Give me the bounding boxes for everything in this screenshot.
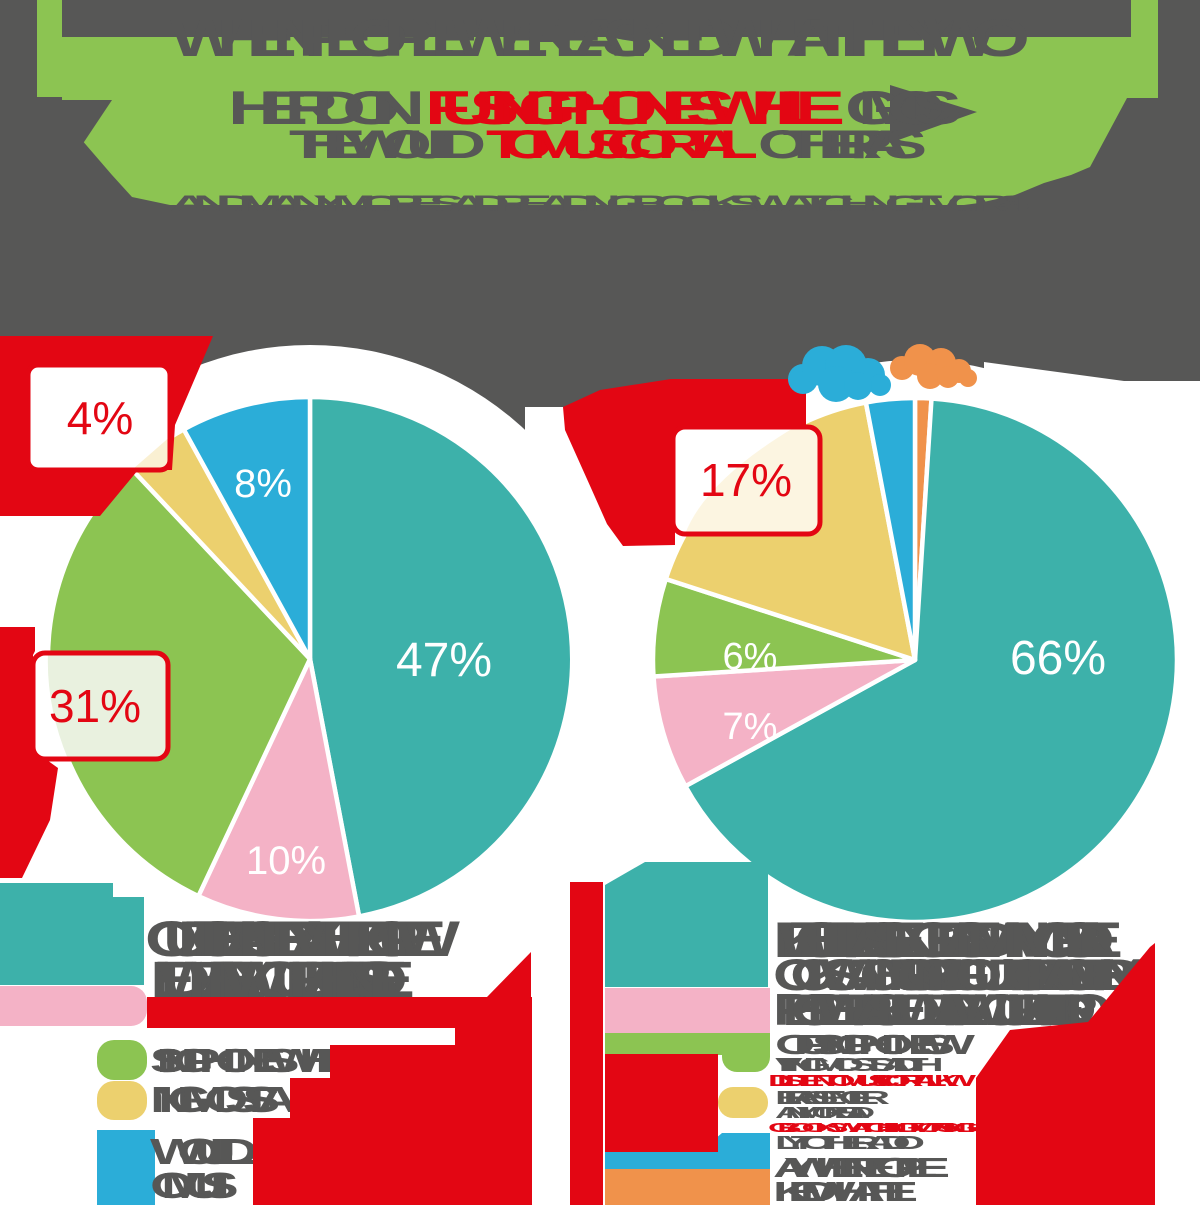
svg-text:LK WITH OTHER PASSENGERS AND M: LK WITH OTHER PASSENGERS AND MANY MORE S… <box>773 912 1123 968</box>
svg-text:AND MANY MORE SAID READING BOO: AND MANY MORE SAID READING BOOKS WATCHIN… <box>170 191 1030 216</box>
svg-text:WOULD L: WOULD L <box>150 1132 258 1172</box>
svg-text:G MOS: G MOS <box>845 82 962 135</box>
svg-text:IVING MOST SAID TH: IVING MOST SAID TH <box>775 1055 944 1075</box>
svg-text:17%: 17% <box>700 454 792 506</box>
svg-text:OF USING PHONES W: OF USING PHONES W <box>775 1029 976 1060</box>
svg-text:OOKS WATCHING TV OR SINGING LO: OOKS WATCHING TV OR SINGING LOUDLY TO TH… <box>773 951 1143 1000</box>
svg-text:OUDLY TO THE RADIO EVERY DAY W: OUDLY TO THE RADIO EVERY DAY WHEN PEOPLE… <box>145 911 461 967</box>
svg-text:66%: 66% <box>1010 632 1106 685</box>
svg-text:31%: 31% <box>49 680 141 732</box>
svg-text:OTHER PAS: OTHER PAS <box>758 123 927 168</box>
svg-text:KED WHAT THE: KED WHAT THE <box>773 1176 918 1205</box>
svg-text:LY TO THE RADIO: LY TO THE RADIO <box>775 1133 925 1153</box>
svg-text:ANY MORE SAID: ANY MORE SAID <box>775 1104 875 1121</box>
svg-text:THEY WOULD: THEY WOULD <box>289 123 486 168</box>
svg-text:SING PHONES WHI: SING PHONES WHI <box>150 1043 337 1080</box>
svg-text:7%: 7% <box>723 706 778 748</box>
svg-text:O MUSI: O MUSI <box>150 1166 239 1205</box>
svg-text:F USING PHONES WHILE: F USING PHONES WHILE <box>425 82 845 135</box>
svg-text:6%: 6% <box>723 636 778 678</box>
svg-text:TO MUSIC OR TAL: TO MUSIC OR TAL <box>486 123 758 168</box>
svg-text:WHEN PEOPLE WERE ASKED WHAT TH: WHEN PEOPLE WERE ASKED WHAT THEY WO <box>170 8 1030 67</box>
svg-text:HER DO IN: HER DO IN <box>228 82 425 135</box>
svg-text:AY WHEN PEOPLE: AY WHEN PEOPLE <box>773 1152 950 1183</box>
svg-text:8%: 8% <box>234 462 292 506</box>
svg-text:G BOOKS WATCHING TV OR SINGI: G BOOKS WATCHING TV OR SINGI <box>768 1121 980 1135</box>
svg-text:ER PASSENGER: ER PASSENGER <box>775 1088 890 1108</box>
svg-text:ING MOST SA: ING MOST SA <box>150 1080 298 1120</box>
svg-text:47%: 47% <box>396 634 492 687</box>
svg-text:10%: 10% <box>246 839 326 883</box>
svg-text:4%: 4% <box>67 392 133 444</box>
svg-text:D LISTEN TO MUSIC OR TALK W: D LISTEN TO MUSIC OR TALK W <box>768 1072 977 1089</box>
